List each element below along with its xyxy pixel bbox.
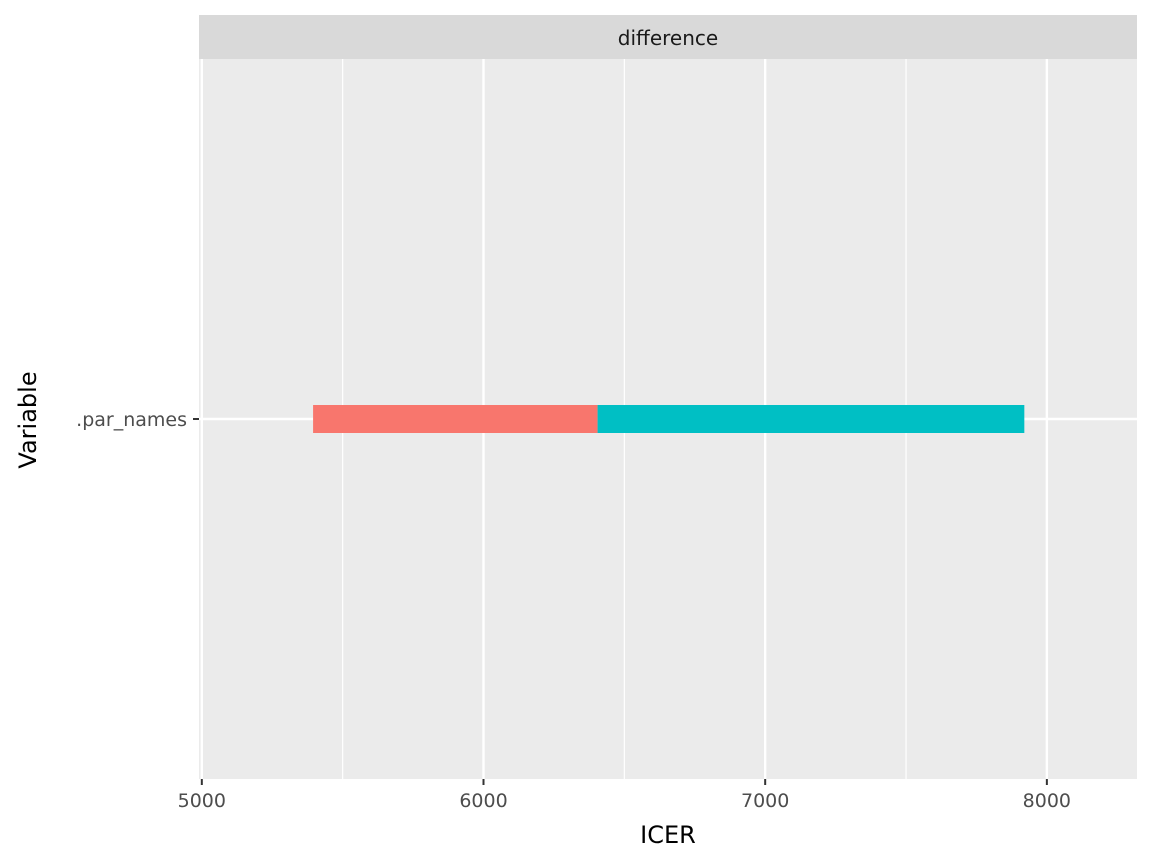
y-axis-title: Variable bbox=[14, 371, 42, 468]
x-axis-title: ICER bbox=[640, 821, 696, 849]
x-axis: 5000 6000 7000 8000 bbox=[178, 779, 1071, 812]
facet-strip bbox=[199, 15, 1137, 59]
bar-0 bbox=[313, 405, 598, 433]
bar-1 bbox=[597, 405, 1025, 433]
y-tick-label: .par_names bbox=[76, 409, 187, 431]
bars bbox=[313, 405, 1025, 433]
x-tick-label: 7000 bbox=[741, 790, 789, 812]
x-tick-label: 8000 bbox=[1023, 790, 1071, 812]
x-tick-label: 6000 bbox=[459, 790, 507, 812]
facet-strip-label: difference bbox=[618, 26, 718, 50]
x-tick-label: 5000 bbox=[178, 790, 226, 812]
y-axis: .par_names bbox=[76, 409, 199, 431]
